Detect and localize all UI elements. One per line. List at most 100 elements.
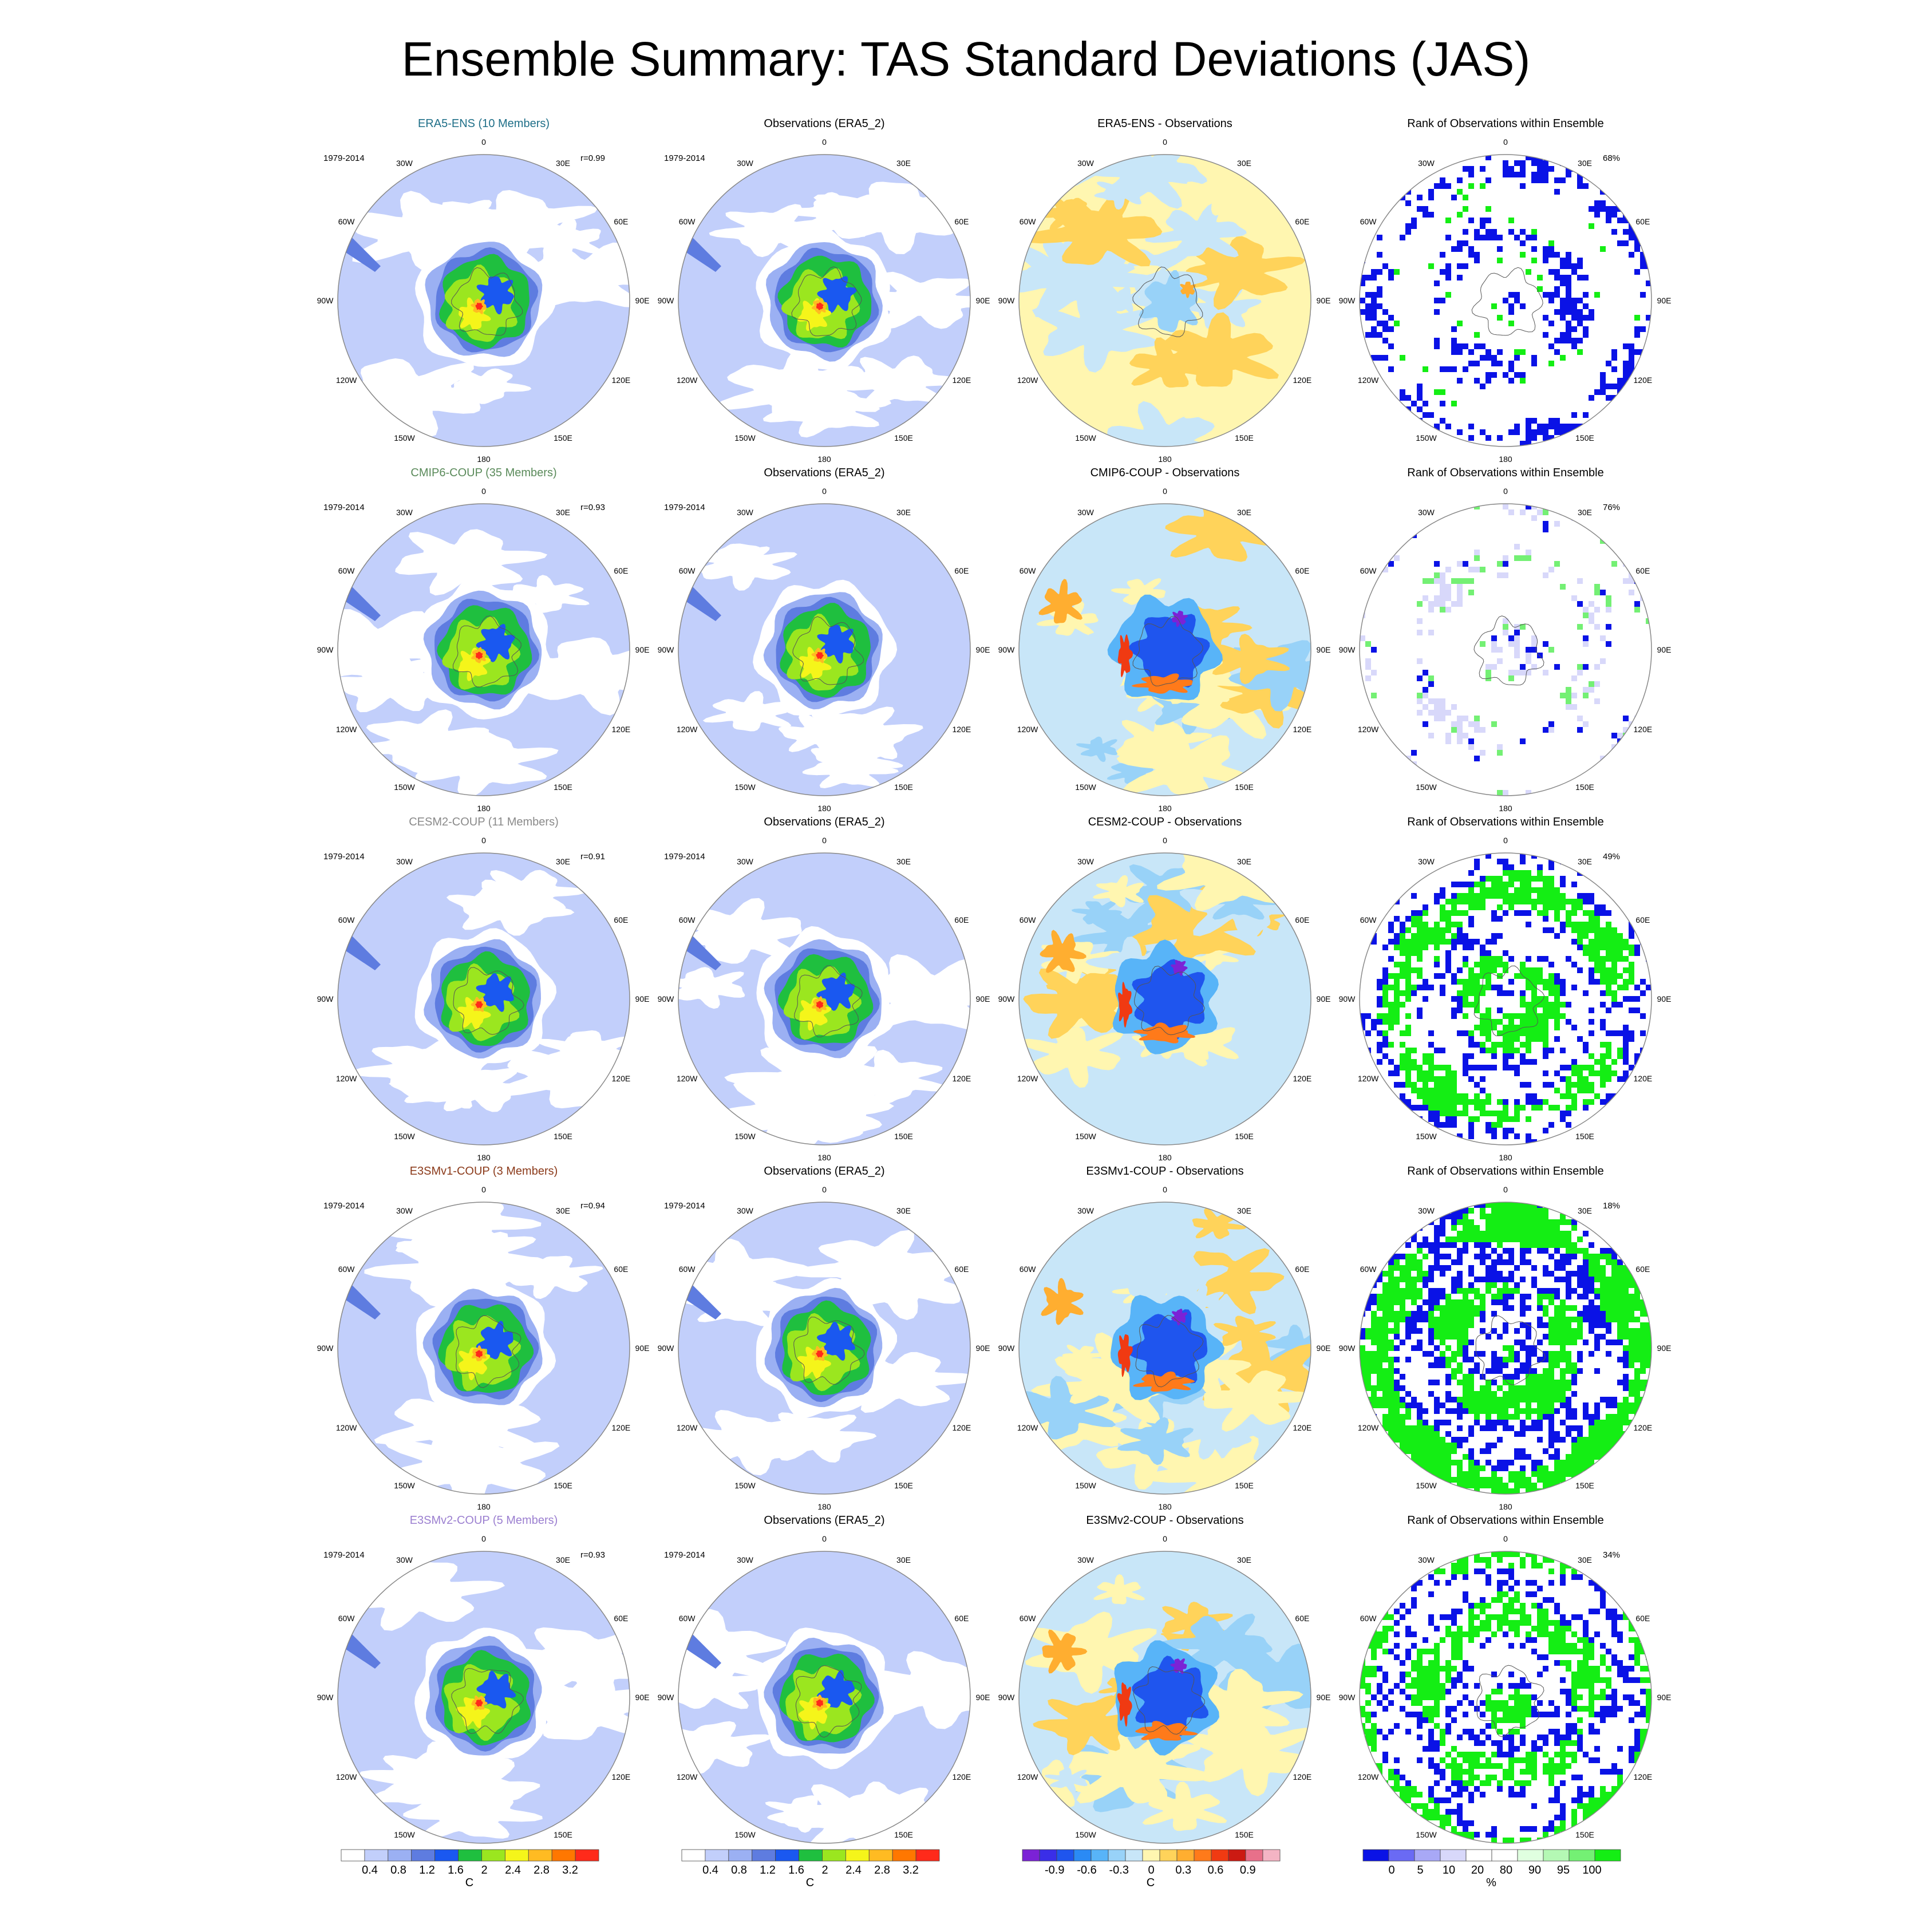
panel-title: ERA5-ENS - Observations: [1097, 117, 1232, 130]
colorbar-swatch: [892, 1849, 916, 1862]
longitude-label: 0: [481, 487, 486, 496]
longitude-label: 150E: [1575, 1131, 1594, 1141]
colorbar-diff: -0.9 -0.6 -0.3 0 0.3 0.6 0.9 C: [1022, 1849, 1285, 1889]
colorbar-swatch: [681, 1849, 706, 1862]
longitude-label: 120W: [335, 375, 357, 385]
colorbar-swatch: [1388, 1849, 1415, 1862]
longitude-label: 60E: [954, 1264, 969, 1274]
longitude-label: 0: [481, 1534, 486, 1543]
longitude-label: 90E: [1316, 1344, 1331, 1353]
longitude-label: 120E: [952, 724, 971, 734]
colorbar-unit: C: [1146, 1876, 1155, 1889]
longitude-label: 30W: [737, 1206, 753, 1216]
polar-map: [337, 852, 630, 1145]
colorbar-tick-label: 0.6: [1207, 1864, 1224, 1876]
longitude-label: 60W: [338, 915, 355, 924]
colorbar-swatch: [1440, 1849, 1467, 1862]
longitude-label: 0: [822, 1534, 827, 1543]
colorbar-swatch: [1262, 1849, 1281, 1862]
longitude-label: 30E: [556, 1555, 570, 1565]
longitude-label: 180: [1158, 804, 1172, 813]
polar-map: [678, 1551, 971, 1844]
longitude-label: 150W: [734, 782, 756, 792]
longitude-label: 150W: [734, 1830, 756, 1839]
period-label: 1979-2014: [664, 153, 705, 163]
colorbar-tick-label: 0.9: [1239, 1864, 1256, 1876]
longitude-label: 90E: [1316, 645, 1331, 654]
panel-title: Rank of Observations within Ensemble: [1407, 1165, 1604, 1178]
colorbar-rank: 0 5 10 20 80 90 95 100%: [1362, 1849, 1626, 1889]
longitude-label: 90E: [1657, 296, 1672, 305]
longitude-label: 30W: [396, 1555, 413, 1565]
longitude-label: 30W: [737, 159, 753, 168]
longitude-label: 150E: [554, 1480, 572, 1490]
longitude-label: 30W: [1077, 857, 1094, 867]
longitude-label: 60E: [954, 566, 969, 575]
longitude-label: 60W: [1360, 1264, 1377, 1274]
longitude-label: 120W: [676, 1772, 698, 1781]
model-panel: CMIP6-COUP (35 Members) 1979-2014 r=0.93 0 3…: [317, 467, 650, 816]
colorbar-tick-label: -0.9: [1045, 1864, 1065, 1876]
longitude-label: 30W: [737, 508, 753, 517]
longitude-label: 0: [1503, 1185, 1508, 1194]
colorbar-tick-label: 2.8: [874, 1864, 890, 1876]
longitude-label: 30E: [556, 1206, 570, 1216]
longitude-label: 90E: [1657, 1693, 1672, 1702]
longitude-label: 150W: [734, 1131, 756, 1141]
correlation-label: r=0.94: [580, 1201, 605, 1211]
longitude-label: 120E: [611, 1772, 631, 1781]
colorbar-tick-label: 90: [1528, 1864, 1542, 1876]
longitude-label: 60E: [1635, 216, 1650, 226]
period-label: 1979-2014: [323, 153, 365, 163]
longitude-label: 30W: [1418, 1555, 1435, 1565]
longitude-label: 90E: [635, 296, 650, 305]
longitude-label: 180: [1499, 804, 1512, 813]
colorbar-swatch: [1159, 1849, 1178, 1862]
longitude-label: 30E: [1237, 857, 1251, 867]
longitude-label: 90W: [657, 1693, 674, 1702]
longitude-label: 90W: [998, 645, 1015, 654]
polar-map: [678, 154, 971, 447]
colorbar-swatch: [434, 1849, 459, 1862]
longitude-label: 150W: [734, 433, 756, 442]
panel-title: Rank of Observations within Ensemble: [1407, 1514, 1604, 1527]
longitude-label: 180: [1158, 1153, 1172, 1162]
longitude-label: 120E: [1633, 1423, 1653, 1432]
longitude-label: 90W: [657, 645, 674, 654]
longitude-label: 60E: [614, 566, 629, 575]
longitude-label: 180: [1499, 455, 1512, 464]
longitude-label: 150W: [394, 1480, 415, 1490]
longitude-label: 0: [1163, 1534, 1167, 1543]
longitude-label: 0: [481, 137, 486, 147]
polar-map: [1359, 1551, 1652, 1844]
longitude-label: 30W: [737, 857, 753, 867]
longitude-label: 60E: [954, 216, 969, 226]
panel-title: CESM2-COUP (11 Members): [409, 816, 559, 828]
correlation-label: r=0.91: [580, 852, 605, 862]
longitude-label: 60E: [614, 915, 629, 924]
longitude-label: 30W: [396, 1206, 413, 1216]
longitude-label: 90W: [1338, 645, 1356, 654]
longitude-label: 120E: [1293, 1073, 1312, 1083]
colorbar-tick-label: 80: [1499, 1864, 1513, 1876]
longitude-label: 120E: [952, 1073, 971, 1083]
model-panel: ERA5-ENS (10 Members) 1979-2014 r=0.99 0 30E…: [317, 117, 650, 467]
colorbar-tick-label: 2: [821, 1864, 828, 1876]
longitude-label: 90W: [657, 994, 674, 1003]
longitude-label: 90W: [317, 645, 334, 654]
colorbar-swatches: [1022, 1849, 1281, 1862]
longitude-label: 30W: [1077, 1206, 1094, 1216]
colorbar-std: 0.4 0.8 1.2 1.6 2 2.4 2.8 3.2 C: [341, 1849, 604, 1889]
longitude-label: 150W: [734, 1480, 756, 1490]
longitude-label: 90W: [317, 1693, 334, 1702]
longitude-label: 30W: [396, 508, 413, 517]
longitude-label: 60W: [1019, 216, 1036, 226]
colorbar-swatch: [411, 1849, 436, 1862]
colorbar-tick-label: 0.3: [1175, 1864, 1192, 1876]
longitude-label: 150E: [894, 1480, 913, 1490]
colorbar-tick-label: 2.4: [505, 1864, 521, 1876]
colorbar-unit: C: [465, 1876, 474, 1889]
panel-title: CMIP6-COUP (35 Members): [410, 467, 557, 479]
longitude-label: 150W: [1416, 1131, 1437, 1141]
colorbar-std-obs: 0.4 0.8 1.2 1.6 2 2.4 2.8 3.2 C: [681, 1849, 945, 1889]
